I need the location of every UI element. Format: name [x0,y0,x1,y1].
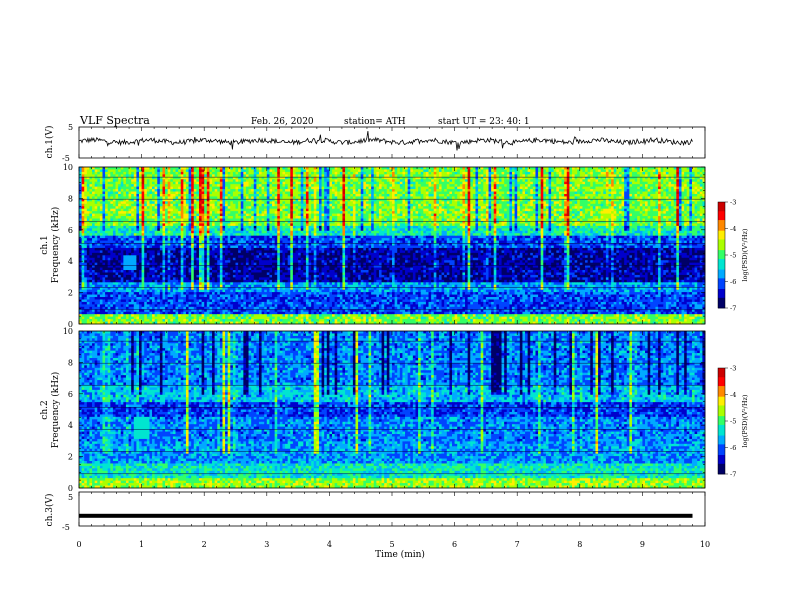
ch1-ytick-bottom: -5 [62,154,70,163]
ch1-spec-ylabel: Frequency (kHz) [50,207,61,284]
ch3-trace-line [79,514,693,518]
colorbar-tick-label: -3 [730,365,736,373]
colorbar-tick-label: -6 [730,444,736,452]
time-tick-label: 1 [139,540,144,549]
date-label: Feb. 26, 2020 [251,117,314,127]
time-tick-label: 6 [452,540,457,549]
freq-tick-label: 2 [68,453,73,462]
colorbar-label: log(PSD)(V²/Hz) [741,394,749,447]
time-tick-label: 3 [264,540,269,549]
ch2-spec-ylabel: Frequency (kHz) [50,372,61,449]
freq-tick-label: 8 [68,194,73,203]
ch1-colorbar: -3 -4 -5 -6 -7 log(PSD)(V²/Hz) [718,199,749,313]
ch2-spec-yticklabels: 0 2 4 6 8 10 [63,327,73,493]
ch1-ytick-top: 5 [68,123,73,132]
freq-tick-label: 6 [68,226,73,235]
time-axis-label: Time (min) [375,549,425,560]
freq-tick-label: 2 [68,289,73,298]
ch1-ylabel: ch.1(V) [44,126,55,159]
colorbar-tick-label: -3 [730,199,736,207]
ch3-ytick-bottom: -5 [62,523,70,532]
ch3-ylabel: ch.3(V) [44,494,55,527]
ch3-x-ticks [79,492,705,526]
ch3-waveform-panel: 5 -5 ch.3(V) 0 1 2 3 4 5 6 7 8 9 10 Time (min) [44,492,710,560]
ch1-spec-channel-label: ch.1 [40,235,50,254]
time-tick-label: 4 [327,540,332,549]
time-tick-label: 7 [515,540,520,549]
time-tick-label: 9 [640,540,645,549]
freq-tick-label: 8 [68,358,73,367]
colorbar-tick-label: -4 [730,225,736,233]
freq-tick-label: 10 [63,163,73,172]
ch2-spec-channel-label: ch.2 [40,400,50,419]
time-axis-ticklabels: 0 1 2 3 4 5 6 7 8 9 10 [76,540,710,549]
ch3-frame [79,492,705,526]
colorbar-tick-label: -6 [730,278,736,286]
station-label: station= ATH [344,117,406,127]
ch2-colorbar: -3 -4 -5 -6 -7 log(PSD)(V²/Hz) [718,365,749,479]
freq-tick-label: 6 [68,390,73,399]
ch1-spectrogram [79,167,705,324]
colorbar-tick-label: -7 [730,305,736,313]
freq-tick-label: 4 [68,257,73,266]
vlf-figure: VLF Spectra Feb. 26, 2020 station= ATH s… [0,0,792,612]
colorbar-label: log(PSD)(V²/Hz) [741,228,749,281]
figure-title: VLF Spectra [79,114,150,127]
time-tick-label: 8 [577,540,582,549]
start-time-label: start UT = 23: 40: 1 [438,117,530,127]
freq-tick-label: 0 [68,484,73,493]
ch1-trace-line [79,131,693,151]
time-tick-label: 10 [700,540,710,549]
ch3-ytick-top: 5 [68,493,73,502]
time-tick-label: 5 [389,540,394,549]
colorbar-tick-label: -4 [730,391,736,399]
colorbar-tick-label: -5 [730,418,736,426]
time-tick-label: 2 [202,540,207,549]
time-tick-label: 0 [76,540,81,549]
colorbar-tick-label: -5 [730,252,736,260]
ch1-waveform-panel: 5 -5 ch.1(V) [44,123,705,163]
freq-tick-label: 4 [68,421,73,430]
freq-tick-label: 10 [63,327,73,336]
ch2-spectrogram-panel: ch.2 Frequency (kHz) 0 2 4 6 8 10 -3 -4 -5 -6 -7 l… [40,327,749,493]
ch2-spectrogram [79,331,705,488]
colorbar-tick-label: -7 [730,471,736,479]
